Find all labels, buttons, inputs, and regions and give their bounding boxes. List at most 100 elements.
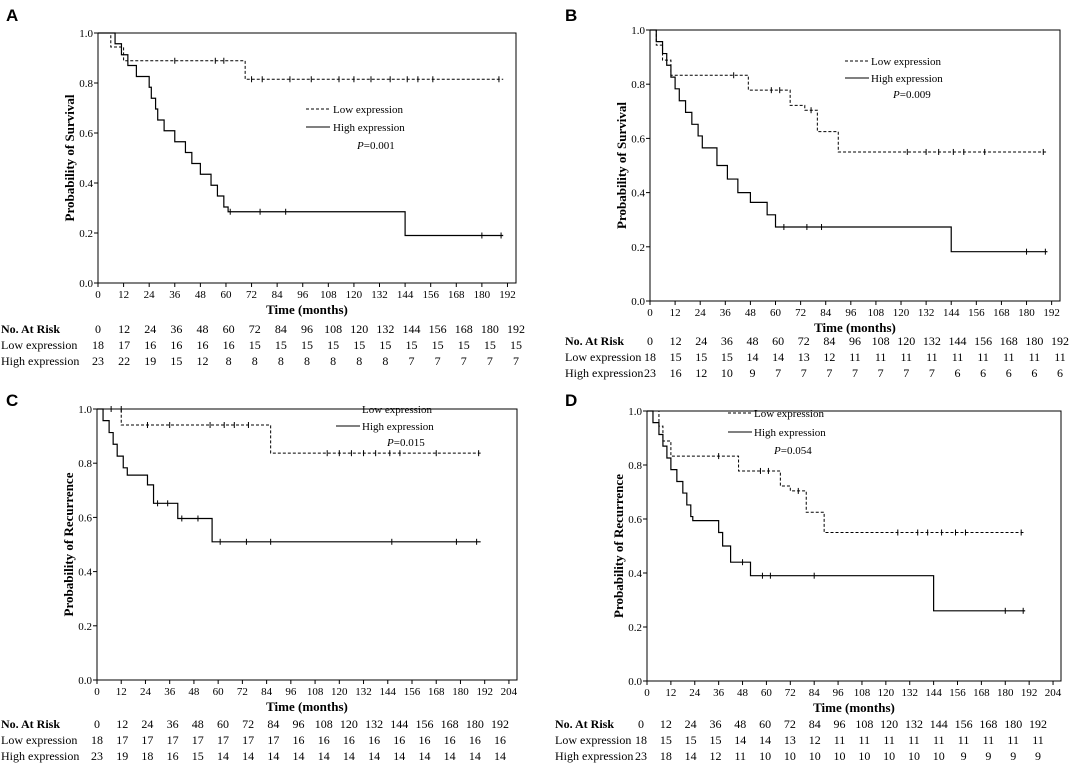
plot-frame: [649, 29, 1061, 302]
risk-time-label: 132: [376, 322, 395, 336]
y-tick-label: 0.8: [78, 458, 92, 470]
risk-count: 18: [659, 749, 672, 763]
risk-count: 15: [669, 350, 682, 364]
p-value-number: =0.009: [900, 89, 931, 101]
risk-count: 18: [635, 733, 647, 747]
panel-letter: A: [6, 6, 19, 25]
risk-count: 10: [932, 749, 945, 763]
x-tick-label: 192: [1021, 687, 1038, 699]
x-tick-label: 72: [237, 686, 248, 698]
risk-count: 16: [368, 733, 381, 747]
risk-time-label: 96: [292, 717, 305, 731]
risk-count: 16: [443, 733, 456, 747]
x-tick-label: 24: [695, 307, 707, 319]
risk-count: 16: [196, 338, 209, 352]
risk-count: 13: [797, 350, 810, 364]
x-tick-label: 84: [272, 289, 284, 301]
x-tick-label: 48: [745, 307, 757, 319]
x-tick-label: 120: [893, 307, 910, 319]
risk-time-label: 24: [684, 717, 697, 731]
risk-table-c: No. At Risk 0 12 24 36 48 60 72 84 96 108 120 132 144…: [1, 716, 531, 764]
risk-count: 6: [1057, 366, 1063, 380]
x-tick-label: 144: [397, 289, 414, 301]
risk-count: 11: [977, 350, 989, 364]
risk-time-label: 156: [428, 322, 447, 336]
risk-count: 15: [720, 350, 733, 364]
x-tick-label: 144: [925, 687, 942, 699]
risk-count: 8: [330, 354, 337, 368]
y-tick-label: 0.4: [78, 567, 92, 579]
risk-count: 14: [772, 350, 785, 364]
risk-time-label: 0: [647, 334, 653, 348]
x-tick-label: 144: [943, 307, 960, 319]
risk-time-label: 36: [709, 717, 722, 731]
risk-count: 8: [225, 354, 232, 368]
risk-count: 9: [1010, 749, 1017, 763]
p-value-symbol: P: [773, 445, 781, 457]
risk-count: 12: [695, 366, 708, 380]
p-value: P=0.009: [892, 89, 931, 101]
risk-count: 17: [242, 733, 255, 747]
x-tick-label: 24: [689, 687, 701, 699]
risk-count: 15: [709, 733, 722, 747]
x-tick-label: 60: [213, 686, 225, 698]
risk-count: 11: [849, 350, 861, 364]
risk-count: 7: [486, 354, 493, 368]
p-value: P=0.001: [356, 140, 395, 152]
risk-count: 11: [932, 733, 945, 747]
x-tick-label: 132: [901, 687, 918, 699]
risk-count: 14: [468, 749, 481, 763]
panel-letter: D: [565, 391, 578, 410]
risk-count: 14: [443, 749, 456, 763]
risk-time-label: 144: [929, 717, 948, 731]
risk-row: Low expression 18 15 15 15 14 14 13 12 11 11 11 11 11…: [555, 732, 1080, 748]
risk-row-label: High expression: [555, 749, 634, 763]
x-tick-label: 12: [670, 307, 681, 319]
y-tick-label: 0.2: [631, 242, 645, 254]
risk-count: 11: [982, 733, 995, 747]
risk-time-label: 48: [191, 717, 204, 731]
risk-time-label: 156: [415, 717, 434, 731]
risk-count: 7: [460, 354, 467, 368]
risk-count: 11: [908, 733, 920, 747]
p-value-symbol: P: [386, 437, 394, 449]
risk-count: 10: [783, 749, 796, 763]
x-tick-label: 96: [285, 686, 297, 698]
p-value-symbol: P: [892, 89, 900, 101]
x-tick-label: 132: [918, 307, 935, 319]
risk-table-b: No. At Risk 0 12 24 36 48 60 72 84 96 108 120 132 144…: [565, 333, 1080, 381]
risk-count: 7: [775, 366, 782, 380]
risk-count: 12: [709, 749, 722, 763]
risk-count: 14: [368, 749, 381, 763]
x-tick-label: 132: [371, 289, 388, 301]
risk-row-label: High expression: [565, 366, 644, 380]
risk-header-row: No. At Risk 0 12 24 36 48 60 72 84 96 108 120 132 144…: [1, 716, 531, 732]
risk-count: 15: [301, 338, 313, 352]
risk-time-label: 36: [720, 334, 733, 348]
risk-header-label: No. At Risk: [1, 322, 61, 336]
legend-label-low: Low expression: [333, 104, 403, 116]
risk-header-label: No. At Risk: [1, 717, 61, 731]
panel-b: B 0.0 0.2 0.4 0.6 0.8 1.0 0 12 24 36 48 60 72 84 96 108…: [542, 0, 1084, 382]
y-tick-label: 0.4: [631, 188, 645, 200]
risk-time-label: 72: [783, 717, 796, 731]
risk-time-label: 24: [144, 322, 157, 336]
risk-count: 11: [1054, 350, 1066, 364]
risk-count: 14: [418, 749, 431, 763]
legend-label-high: High expression: [754, 427, 826, 439]
low-expression-curve: [647, 410, 1026, 533]
x-tick-label: 180: [1018, 307, 1035, 319]
risk-time-label: 192: [491, 717, 509, 731]
y-tick-label: 0.0: [79, 278, 93, 290]
risk-table-d: No. At Risk 0 12 24 36 48 60 72 84 96 108 120 132 144…: [555, 716, 1080, 764]
x-tick-label: 0: [644, 687, 650, 699]
risk-count: 11: [1007, 733, 1019, 747]
x-tick-label: 60: [770, 307, 782, 319]
p-value-number: =0.054: [781, 445, 812, 457]
risk-time-label: 12: [669, 334, 682, 348]
risk-time-label: 60: [759, 717, 772, 731]
risk-count: 15: [191, 749, 204, 763]
legend-label-low: Low expression: [754, 408, 824, 420]
risk-count: 12: [823, 350, 836, 364]
risk-time-label: 12: [116, 717, 129, 731]
